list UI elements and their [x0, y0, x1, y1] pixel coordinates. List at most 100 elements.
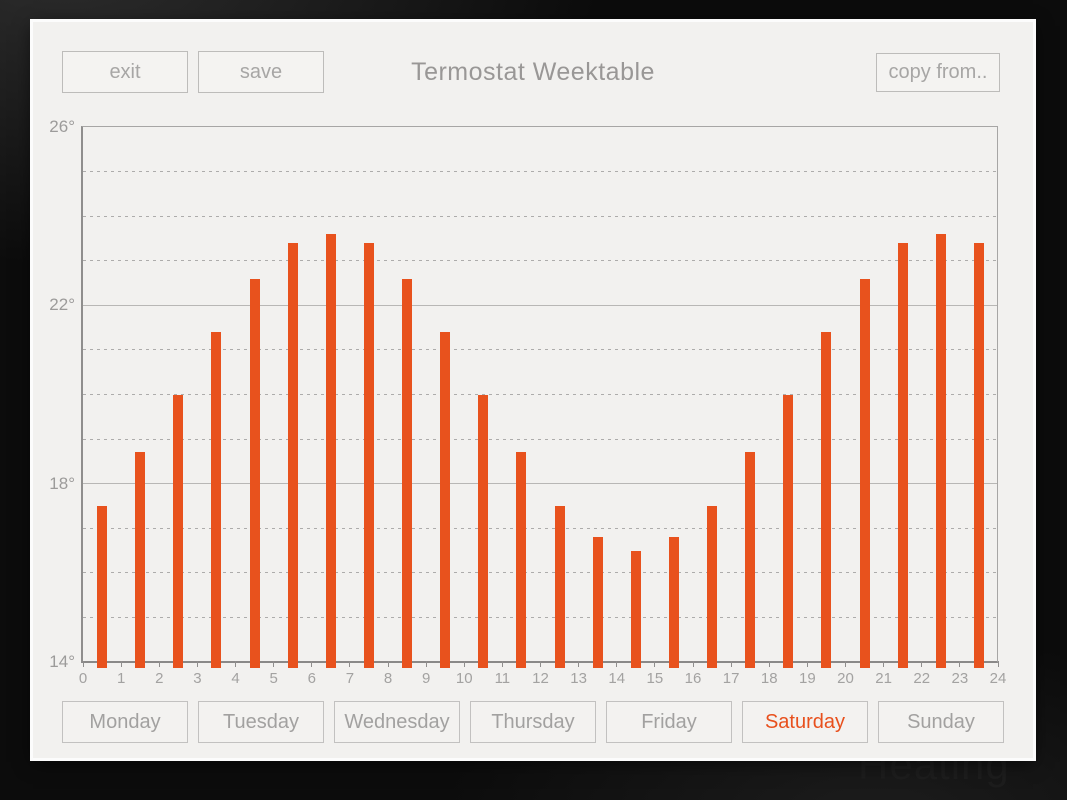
temperature-bar-hour-6[interactable]	[325, 234, 336, 668]
x-axis-label-3: 3	[193, 670, 202, 687]
x-axis-label-14: 14	[608, 670, 626, 687]
temperature-bar-hour-8[interactable]	[402, 278, 413, 668]
x-axis-label-6: 6	[307, 670, 316, 687]
x-axis-tick	[768, 661, 770, 667]
x-axis-tick	[235, 661, 236, 667]
x-axis-tick	[997, 661, 999, 667]
thermostat-weektable-dialog: exit save Termostat Weektable copy from.…	[33, 22, 1033, 758]
x-axis-tick	[501, 661, 503, 667]
x-axis-tick	[196, 661, 198, 667]
x-axis-tick	[616, 661, 618, 667]
temperature-bar-hour-0[interactable]	[97, 505, 108, 668]
y-axis-label-26: 26°	[49, 117, 75, 136]
x-axis-tick	[692, 661, 694, 667]
save-button[interactable]: save	[198, 51, 324, 93]
tab-saturday[interactable]: Saturday	[742, 701, 868, 743]
x-axis-label-16: 16	[684, 670, 702, 687]
x-axis-label-1: 1	[116, 670, 126, 687]
x-axis-tick	[921, 661, 923, 667]
x-axis-tick	[463, 661, 465, 667]
temperature-bar-hour-13[interactable]	[592, 537, 603, 668]
x-axis-label-24: 24	[989, 670, 1007, 687]
tab-monday[interactable]: Monday	[62, 701, 188, 743]
tab-friday[interactable]: Friday	[606, 701, 732, 743]
x-axis-tick	[578, 661, 580, 667]
gridline-21deg	[83, 349, 997, 351]
x-axis-label-22: 22	[913, 670, 931, 687]
x-axis-tick	[387, 661, 389, 667]
x-axis-label-8: 8	[383, 670, 393, 687]
gridline-24deg	[83, 215, 997, 217]
weektable-chart[interactable]: 14° 18° 22° 26° 0 1 2 3 4 5 6 7 8 9 10 11 12 13 14 15 16 17 18…	[49, 117, 1006, 687]
x-axis-label-12: 12	[532, 670, 549, 687]
x-axis-tick	[845, 661, 846, 667]
x-axis-tick	[82, 661, 84, 667]
x-axis-tick	[158, 661, 160, 667]
x-axis-tick	[273, 661, 275, 667]
x-axis-tick	[730, 661, 732, 667]
gridline-17deg	[83, 527, 997, 529]
y-axis-label-14: 14°	[49, 652, 75, 671]
temperature-bar-hour-7[interactable]	[363, 242, 374, 668]
temperature-bar-hour-12[interactable]	[554, 505, 565, 668]
gridline-25deg	[83, 171, 997, 173]
x-axis-label-15: 15	[646, 670, 664, 687]
x-axis-tick	[806, 661, 808, 667]
tab-thursday[interactable]: Thursday	[470, 701, 596, 743]
x-axis-label-18: 18	[760, 670, 778, 687]
x-axis-label-0: 0	[78, 670, 88, 687]
page-title: Termostat Weektable	[411, 58, 655, 86]
temperature-bar-hour-10[interactable]	[478, 394, 489, 668]
exit-button[interactable]: exit	[62, 51, 188, 93]
temperature-bar-hour-16[interactable]	[707, 505, 718, 668]
x-axis-label-2: 2	[155, 670, 164, 687]
x-axis-label-19: 19	[799, 670, 816, 687]
temperature-bar-hour-2[interactable]	[173, 394, 184, 668]
x-axis-label-5: 5	[269, 670, 278, 687]
temperature-bar-hour-14[interactable]	[630, 550, 641, 668]
x-axis-tick	[959, 661, 961, 667]
temperature-bar-hour-20[interactable]	[859, 278, 870, 668]
temperature-bar-hour-21[interactable]	[897, 242, 908, 668]
x-axis-label-20: 20	[837, 670, 854, 687]
temperature-bar-hour-4[interactable]	[249, 278, 260, 668]
temperature-bar-hour-15[interactable]	[668, 537, 679, 668]
x-axis-tick	[654, 661, 656, 667]
gridline-16deg	[83, 572, 997, 574]
x-axis-label-23: 23	[951, 670, 969, 687]
y-axis-label-22: 22°	[49, 295, 75, 315]
gridline-20deg	[83, 394, 997, 395]
x-axis-tick	[311, 661, 313, 667]
x-axis-label-13: 13	[570, 670, 587, 687]
x-axis-label-10: 10	[455, 670, 473, 687]
temperature-bar-hour-19[interactable]	[821, 332, 832, 668]
gridline-22deg	[83, 304, 997, 306]
temperature-bar-hour-1[interactable]	[135, 452, 146, 668]
gridline-23deg	[83, 260, 997, 262]
x-axis-tick	[425, 661, 427, 667]
tab-tuesday[interactable]: Tuesday	[198, 701, 324, 743]
temperature-bar-hour-17[interactable]	[745, 452, 756, 668]
tab-wednesday[interactable]: Wednesday	[334, 701, 460, 743]
x-axis-tick	[540, 661, 541, 667]
x-axis-label-17: 17	[722, 670, 740, 687]
copy-from-button[interactable]: copy from..	[876, 53, 1000, 92]
gridline-15deg	[83, 616, 997, 618]
temperature-bar-hour-23[interactable]	[973, 242, 984, 668]
temperature-bar-hour-3[interactable]	[211, 332, 222, 668]
x-axis-label-11: 11	[494, 670, 511, 687]
x-axis-tick	[349, 661, 351, 667]
x-axis-tick	[883, 661, 885, 667]
temperature-bar-hour-22[interactable]	[935, 234, 946, 668]
x-axis-label-4: 4	[231, 670, 240, 687]
tab-sunday[interactable]: Sunday	[878, 701, 1004, 743]
day-tabs: Monday Tuesday Wednesday Thursday Friday Satu…	[33, 701, 1033, 743]
temperature-bar-hour-11[interactable]	[516, 452, 527, 668]
x-axis-label-9: 9	[421, 670, 431, 687]
y-axis-label-18: 18°	[49, 473, 75, 493]
temperature-bar-hour-9[interactable]	[440, 332, 451, 668]
temperature-bar-hour-18[interactable]	[783, 394, 794, 668]
x-axis-tick	[120, 661, 122, 667]
temperature-bar-hour-5[interactable]	[287, 242, 298, 668]
